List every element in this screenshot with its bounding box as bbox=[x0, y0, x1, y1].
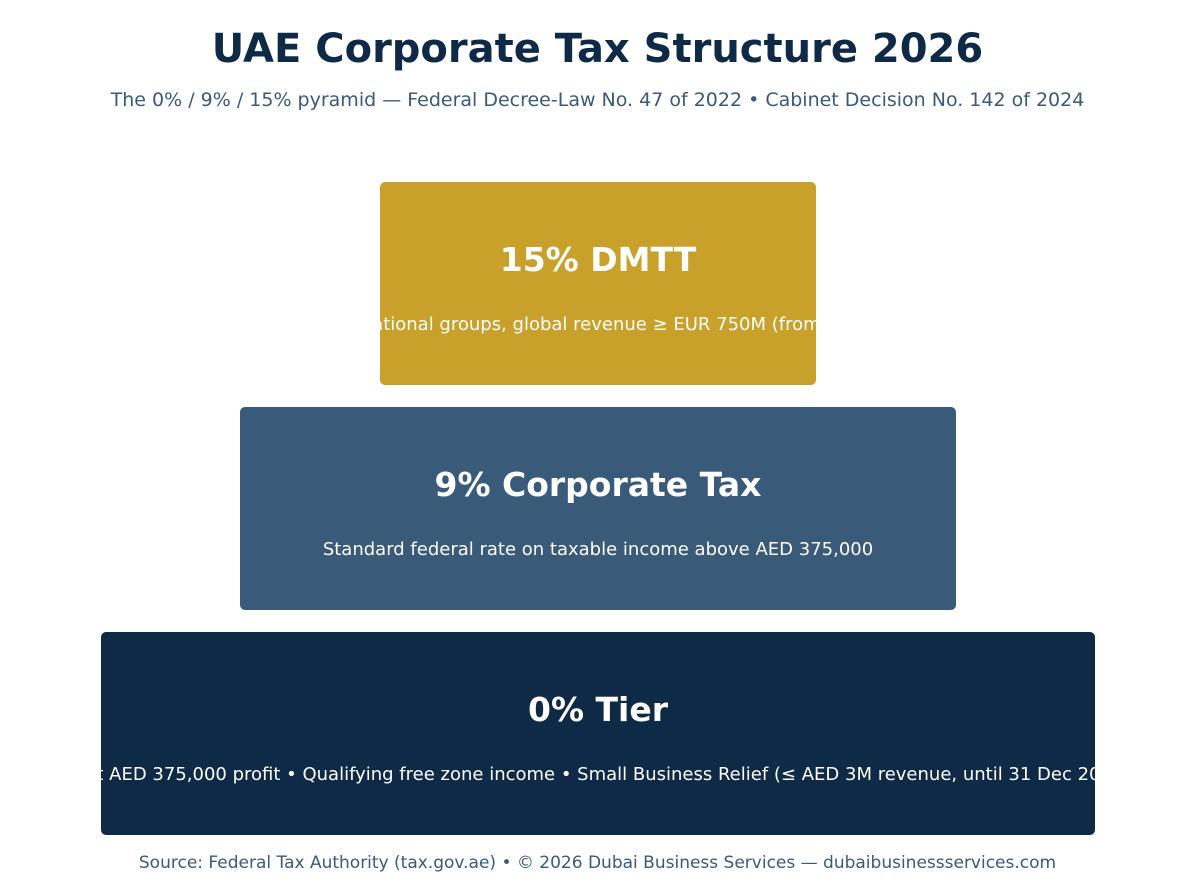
tier-15-dmtt: 15% DMTT Multinational groups, global re… bbox=[380, 182, 816, 385]
tier-name: 0% Tier bbox=[528, 690, 668, 729]
tier-description: Multinational groups, global revenue ≥ E… bbox=[380, 314, 816, 335]
source-footer: Source: Federal Tax Authority (tax.gov.a… bbox=[138, 853, 1057, 873]
tier-0-percent: 0% Tier First AED 375,000 profit • Quali… bbox=[101, 632, 1095, 835]
tier-name: 15% DMTT bbox=[499, 240, 697, 279]
tier-name: 9% Corporate Tax bbox=[434, 465, 762, 504]
tier-description: First AED 375,000 profit • Qualifying fr… bbox=[101, 764, 1095, 785]
tier-description: Standard federal rate on taxable income … bbox=[322, 539, 874, 560]
tier-9-corporate-tax: 9% Corporate Tax Standard federal rate o… bbox=[240, 407, 956, 610]
page-subtitle: The 0% / 9% / 15% pyramid — Federal Decr… bbox=[110, 89, 1085, 111]
page-title: UAE Corporate Tax Structure 2026 bbox=[211, 26, 984, 72]
